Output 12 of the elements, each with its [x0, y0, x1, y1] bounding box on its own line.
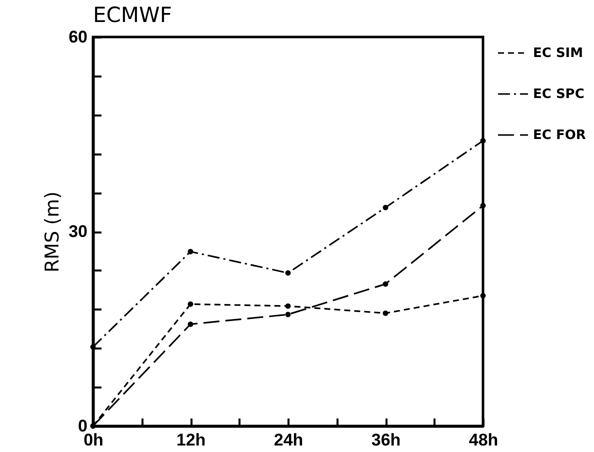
x-tick-label: 36h [371, 430, 401, 450]
legend-label: EC FOR [533, 128, 586, 143]
chart-title: ECMWF [93, 3, 172, 27]
legend-label: EC SPC [533, 87, 584, 102]
y-tick-label: 60 [68, 28, 88, 46]
x-tick-label: 24h [274, 430, 304, 450]
y-axis-title: RMS (m) [42, 191, 64, 273]
x-tick-label: 48h [468, 430, 498, 450]
x-tick-label: 0h [84, 430, 104, 450]
x-tick-label: 12h [176, 430, 206, 450]
legend-label: EC SIM [533, 46, 584, 61]
y-tick-label: 30 [68, 222, 88, 241]
